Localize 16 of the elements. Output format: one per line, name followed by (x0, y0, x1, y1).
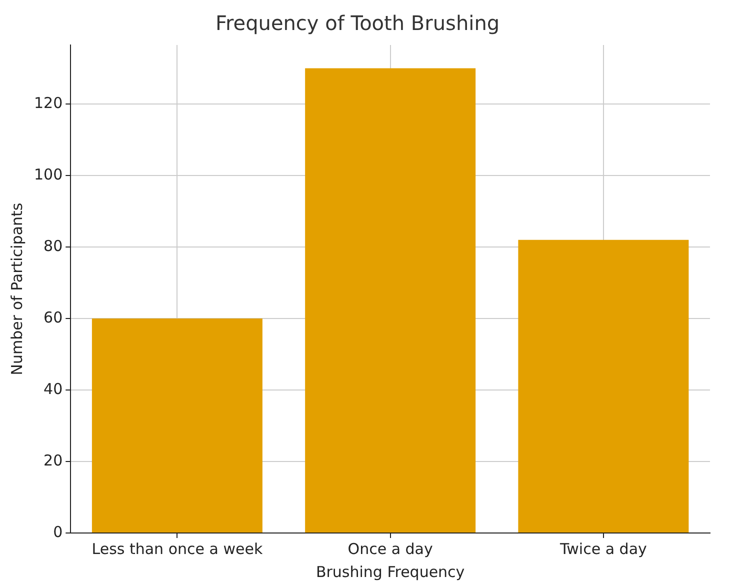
bar (518, 240, 689, 532)
x-tick-label: Twice a day (558, 540, 648, 558)
bar (305, 68, 476, 532)
y-tick-label: 0 (53, 522, 63, 541)
x-tick-label: Once a day (348, 540, 433, 558)
bar (92, 318, 262, 532)
y-tick-label: 40 (44, 380, 63, 398)
x-tick-label: Less than once a week (92, 540, 263, 558)
y-tick-label: 20 (44, 451, 63, 470)
y-tick-label: 80 (44, 236, 63, 255)
y-tick-label: 120 (34, 94, 63, 112)
y-tick-label: 100 (34, 165, 63, 184)
chart-title: Frequency of Tooth Brushing (215, 11, 500, 36)
y-tick-label: 60 (44, 308, 63, 326)
x-axis-title: Brushing Frequency (316, 562, 465, 581)
y-axis-title: Number of Participants (8, 202, 26, 376)
